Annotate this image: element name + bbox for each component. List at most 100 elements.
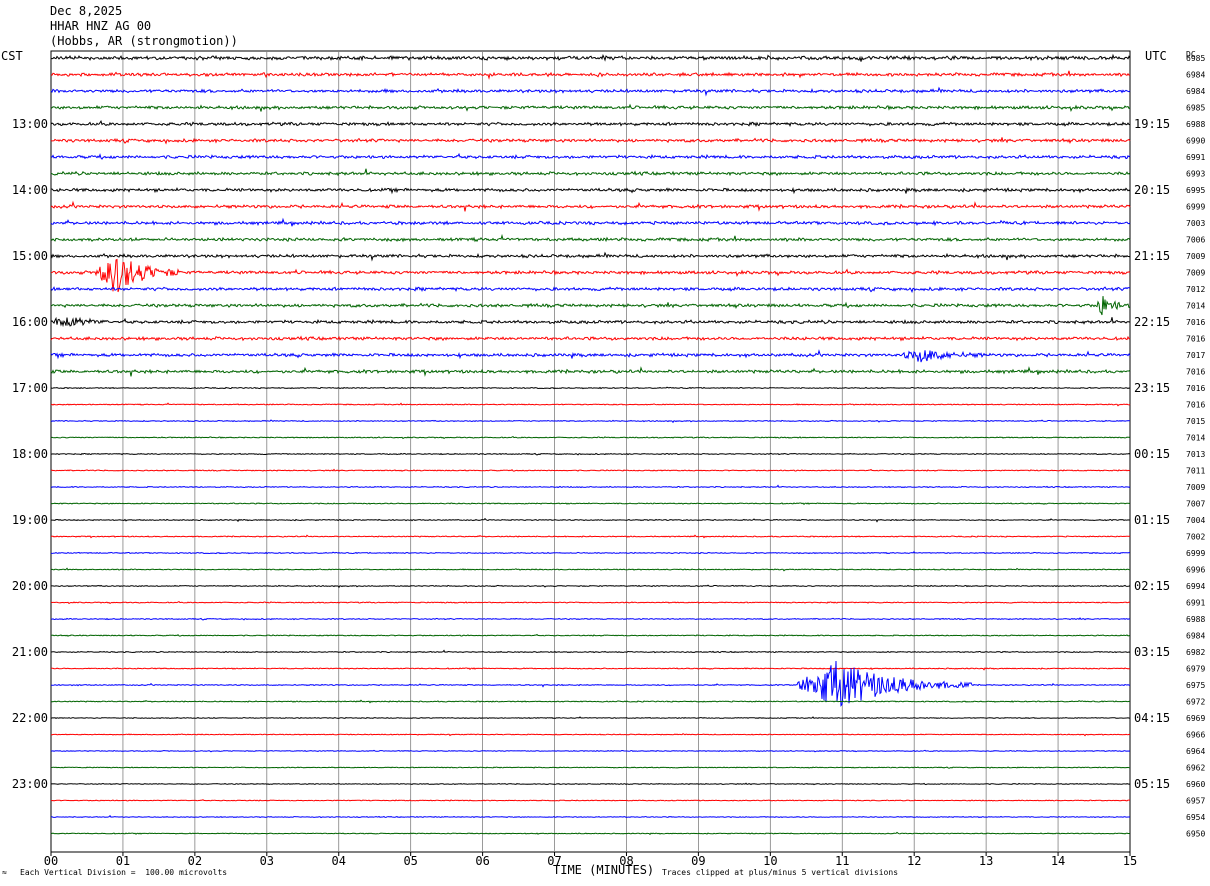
- seismic-trace-row: [50, 534, 1131, 539]
- dc-offset-label: 6999: [1186, 549, 1205, 558]
- dc-offset-label: 6950: [1186, 830, 1205, 839]
- cst-hour-label: 22:00: [12, 711, 48, 725]
- utc-hour-label: 00:15: [1134, 447, 1170, 461]
- seismic-trace-row: [50, 258, 1131, 293]
- dc-offset-label: 7014: [1186, 434, 1205, 443]
- seismic-trace-row: [50, 200, 1131, 212]
- seismic-trace-row: [50, 435, 1131, 440]
- utc-hour-label: 22:15: [1134, 315, 1170, 329]
- seismic-trace-row: [50, 699, 1130, 704]
- dc-offset-label: 6991: [1186, 599, 1205, 608]
- seismic-trace-row: [50, 86, 1131, 97]
- dc-offset-label: 6993: [1186, 170, 1205, 179]
- plot-frame: [50, 50, 1131, 853]
- seismic-trace-row: [50, 296, 1130, 316]
- dc-offset-label: 6954: [1186, 813, 1205, 822]
- seismic-trace-row: [50, 402, 1131, 407]
- dc-offset-label: 7013: [1186, 450, 1205, 459]
- dc-offset-label: 7016: [1186, 368, 1205, 377]
- utc-hour-label: 03:15: [1134, 645, 1170, 659]
- cst-hour-label: 17:00: [12, 381, 48, 395]
- seismic-trace-row: [50, 217, 1131, 227]
- x-tick-label: 13: [979, 854, 993, 868]
- seismic-trace-row: [50, 349, 1131, 363]
- left-timezone-label: CST: [1, 49, 23, 63]
- dc-offset-label: 6966: [1186, 731, 1205, 740]
- corner-mark: ≈: [2, 868, 7, 877]
- x-tick-label: 10: [763, 854, 777, 868]
- x-tick-label: 11: [835, 854, 849, 868]
- dc-offset-label: 6990: [1186, 137, 1205, 146]
- dc-offset-label: 7016: [1186, 401, 1205, 410]
- plot-date: Dec 8,2025: [50, 4, 123, 18]
- cst-hour-label: 21:00: [12, 645, 48, 659]
- station-title: HHAR HNZ AG 00: [50, 19, 152, 33]
- x-tick-label: 03: [260, 854, 274, 868]
- seismic-trace-row: [50, 649, 1131, 654]
- dc-offset-label: 7015: [1186, 417, 1205, 426]
- utc-hour-label: 19:15: [1134, 117, 1170, 131]
- seismic-trace-row: [50, 419, 1131, 424]
- x-tick-label: 08: [619, 854, 633, 868]
- cst-hour-label: 19:00: [12, 513, 48, 527]
- dc-offset-label: 6984: [1186, 632, 1205, 641]
- right-timezone-label: UTC: [1145, 49, 1167, 63]
- scale-note: Each Vertical Division = 100.00 microvol…: [20, 868, 228, 877]
- utc-hour-label: 02:15: [1134, 579, 1170, 593]
- seismic-trace-row: [50, 452, 1131, 456]
- cst-hour-label: 13:00: [12, 117, 48, 131]
- dc-offset-label: 7016: [1186, 384, 1205, 393]
- seismic-trace-row: [50, 733, 1131, 737]
- dc-offset-label: 6962: [1186, 764, 1205, 773]
- x-tick-label: 04: [332, 854, 346, 868]
- utc-hour-label: 23:15: [1134, 381, 1170, 395]
- cst-hour-label: 16:00: [12, 315, 48, 329]
- dc-offset-label: 6984: [1186, 71, 1205, 80]
- seismic-trace-row: [50, 567, 1131, 572]
- dc-offset-label: 6969: [1186, 714, 1205, 723]
- dc-offset-label: 6960: [1186, 780, 1205, 789]
- seismic-trace-row: [50, 120, 1131, 128]
- x-tick-label: 07: [547, 854, 561, 868]
- utc-hour-label: 04:15: [1134, 711, 1170, 725]
- dc-offset-label: 6979: [1186, 665, 1205, 674]
- seismic-trace-row: [51, 186, 1131, 195]
- utc-hour-label: 21:15: [1134, 249, 1170, 263]
- x-tick-label: 12: [907, 854, 921, 868]
- seismic-trace-row: [50, 749, 1131, 753]
- dc-offset-label: 6999: [1186, 203, 1205, 212]
- dc-offset-label: 6985: [1186, 54, 1205, 63]
- seismic-trace-row: [51, 766, 1131, 769]
- seismic-trace-row: [50, 633, 1131, 637]
- dc-offset-label: 7009: [1186, 483, 1205, 492]
- dc-offset-label: 6982: [1186, 648, 1205, 657]
- seismic-trace-row: [50, 366, 1131, 377]
- dc-offset-label: 7014: [1186, 302, 1205, 311]
- seismic-trace-row: [50, 468, 1131, 472]
- utc-hour-label: 01:15: [1134, 513, 1170, 527]
- dc-offset-label: 7002: [1186, 533, 1205, 542]
- dc-offset-label: 7006: [1186, 236, 1205, 245]
- seismic-trace-row: [50, 316, 1131, 328]
- dc-offset-label: 6964: [1186, 747, 1205, 756]
- dc-offset-label: 7009: [1186, 252, 1205, 261]
- seismic-trace-row: [51, 584, 1131, 589]
- dc-offset-label: 6975: [1186, 681, 1205, 690]
- x-tick-label: 06: [475, 854, 489, 868]
- cst-hour-label: 14:00: [12, 183, 48, 197]
- clip-note: Traces clipped at plus/minus 5 vertical …: [662, 868, 899, 877]
- seismic-trace-row: [50, 716, 1130, 720]
- seismic-trace-row: [50, 502, 1131, 506]
- cst-hour-label: 15:00: [12, 249, 48, 263]
- seismic-trace-row: [50, 286, 1131, 294]
- dc-offset-label: 6957: [1186, 797, 1205, 806]
- seismic-trace-row: [50, 782, 1131, 786]
- x-tick-label: 15: [1123, 854, 1137, 868]
- dc-offset-label: 7004: [1186, 516, 1205, 525]
- dc-offset-label: 6988: [1186, 120, 1205, 129]
- dc-offset-label: 7012: [1186, 285, 1205, 294]
- seismic-trace-row: [50, 70, 1131, 80]
- seismic-trace-row: [50, 103, 1131, 113]
- seismic-trace-row: [50, 484, 1131, 489]
